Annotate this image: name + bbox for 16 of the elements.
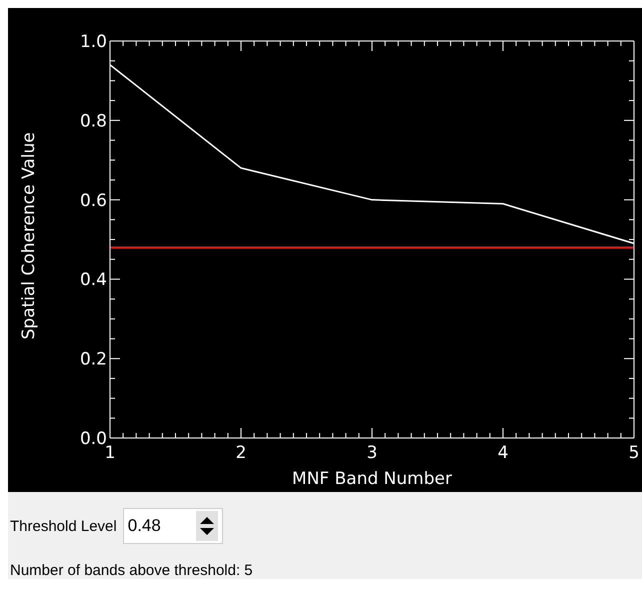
y-tick-label: 1.0	[80, 32, 107, 52]
y-tick-label: 0.8	[80, 111, 107, 132]
x-tick-label: 4	[498, 443, 508, 463]
y-tick-label: 0.4	[80, 270, 107, 290]
x-axis-title: MNF Band Number	[292, 469, 452, 489]
y-tick-label: 0.6	[80, 190, 107, 211]
y-axis-title: Spatial Coherence Value	[19, 132, 40, 340]
number-field: 0.48	[122, 508, 223, 544]
text: Threshold Level	[10, 518, 117, 534]
x-tick-label: 2	[236, 443, 246, 463]
y-tick-label: 0.2	[80, 350, 107, 370]
x-tick-label: 3	[366, 443, 378, 463]
y-tick-label: 0.0	[80, 429, 107, 449]
text: Number of bands above threshold: 5	[10, 562, 254, 579]
x-tick-label: 5	[628, 443, 640, 463]
x-tick-label: 1	[104, 443, 116, 463]
